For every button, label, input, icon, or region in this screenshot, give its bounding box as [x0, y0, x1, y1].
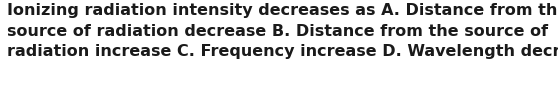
Text: Ionizing radiation intensity decreases as A. Distance from the
source of radiati: Ionizing radiation intensity decreases a… — [7, 3, 558, 59]
